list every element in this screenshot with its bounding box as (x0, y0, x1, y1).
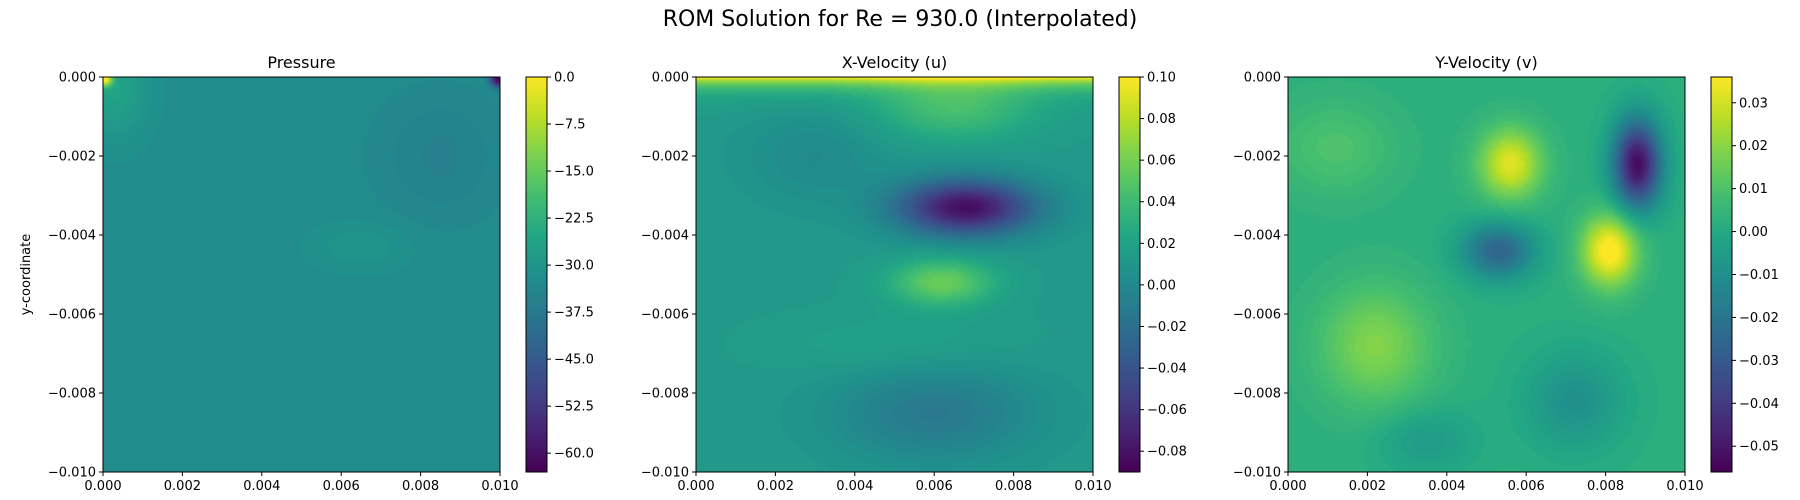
y-tick-label-1-5: −0.010 (641, 466, 689, 481)
panel-title-1: X-Velocity (u) (842, 53, 947, 72)
colorbar-tick-label-2-5: −0.02 (1739, 311, 1779, 326)
colorbar-tick-label-2-1: 0.02 (1739, 139, 1768, 154)
axes-frame-2 (1287, 76, 1686, 473)
heatmap-field-2 (1288, 77, 1685, 472)
x-tick-label-0-3: 0.006 (323, 479, 360, 494)
axes-frame-1 (695, 76, 1094, 473)
colorbar-tick-label-1-8: −0.06 (1147, 403, 1187, 418)
colorbar-tick-label-2-8: −0.05 (1739, 440, 1779, 455)
panel-title-2: Y-Velocity (v) (1434, 53, 1538, 72)
x-tick-label-2-4: 0.008 (1587, 479, 1624, 494)
y-tick-label-0-0: 0.000 (59, 71, 96, 86)
colorbar-tick-label-0-3: −22.5 (554, 212, 594, 227)
x-tick-label-2-2: 0.004 (1428, 479, 1465, 494)
y-tick-label-2-5: −0.010 (1233, 466, 1281, 481)
colorbar-gradient-0 (526, 77, 547, 472)
figure-title: ROM Solution for Re = 930.0 (Interpolate… (663, 7, 1138, 32)
x-tick-label-0-4: 0.008 (402, 479, 439, 494)
y-tick-label-2-4: −0.008 (1233, 387, 1281, 402)
colorbar-tick-label-0-6: −45.0 (554, 353, 594, 368)
y-tick-label-1-3: −0.006 (641, 308, 689, 323)
colorbar-gradient-2 (1711, 77, 1732, 472)
colorbar-tick-label-0-2: −15.0 (554, 165, 594, 180)
colorbar-tick-label-0-0: 0.0 (554, 71, 575, 86)
x-tick-label-1-4: 0.008 (995, 479, 1032, 494)
colorbar-gradient-1 (1119, 77, 1140, 472)
colorbar-tick-label-1-5: 0.00 (1147, 278, 1176, 293)
colorbar-tick-label-1-2: 0.06 (1147, 154, 1176, 169)
heatmap-field-1 (696, 77, 1093, 472)
heatmap-field-0 (103, 77, 500, 472)
y-tick-label-2-3: −0.006 (1233, 308, 1281, 323)
colorbar-tick-label-2-4: −0.01 (1739, 268, 1779, 283)
y-tick-label-2-1: −0.002 (1233, 150, 1281, 165)
colorbar-tick-label-2-2: 0.01 (1739, 182, 1768, 197)
x-tick-label-2-3: 0.006 (1508, 479, 1545, 494)
x-tick-label-1-3: 0.006 (916, 479, 953, 494)
panels: 0.000 0.002 0.004 0.006 0.008 0.010 0.000 −0.00… (19, 53, 1779, 494)
x-tick-label-0-2: 0.004 (243, 479, 280, 494)
colorbar-frame-0 (525, 76, 548, 473)
x-tick-label-2-0: 0.000 (1269, 479, 1306, 494)
axes-frame-0 (102, 76, 501, 473)
y-tick-label-0-1: −0.002 (48, 150, 96, 165)
x-tick-label-1-1: 0.002 (757, 479, 794, 494)
x-tick-label-2-5: 0.010 (1666, 479, 1703, 494)
colorbar-tick-label-2-7: −0.04 (1739, 397, 1779, 412)
y-tick-label-0-3: −0.006 (48, 308, 96, 323)
y-axis-label-0: y-coordinate (19, 234, 34, 316)
y-tick-label-1-0: 0.000 (652, 71, 689, 86)
colorbar-tick-label-1-3: 0.04 (1147, 195, 1176, 210)
colorbar-tick-label-0-4: −30.0 (554, 259, 594, 274)
panel-title-0: Pressure (267, 53, 335, 72)
x-tick-label-2-1: 0.002 (1349, 479, 1386, 494)
colorbar-tick-label-1-0: 0.10 (1147, 71, 1176, 86)
y-tick-label-0-4: −0.008 (48, 387, 96, 402)
x-tick-label-1-0: 0.000 (677, 479, 714, 494)
y-tick-label-1-2: −0.004 (641, 229, 689, 244)
colorbar-frame-1 (1118, 76, 1141, 473)
colorbar-tick-label-0-7: −52.5 (554, 400, 594, 415)
colorbar-tick-label-0-5: −37.5 (554, 306, 594, 321)
colorbar-tick-label-0-8: −60.0 (554, 447, 594, 462)
y-tick-label-2-0: 0.000 (1244, 71, 1281, 86)
colorbar-tick-label-1-6: −0.02 (1147, 320, 1187, 335)
y-tick-label-1-4: −0.008 (641, 387, 689, 402)
y-tick-label-1-1: −0.002 (641, 150, 689, 165)
x-tick-label-0-0: 0.000 (84, 479, 121, 494)
x-tick-label-1-2: 0.004 (836, 479, 873, 494)
colorbar-tick-label-2-6: −0.03 (1739, 354, 1779, 369)
y-tick-label-2-2: −0.004 (1233, 229, 1281, 244)
colorbar-tick-label-1-1: 0.08 (1147, 112, 1176, 127)
y-tick-label-0-2: −0.004 (48, 229, 96, 244)
x-tick-label-0-5: 0.010 (481, 479, 518, 494)
colorbar-tick-label-1-4: 0.02 (1147, 237, 1176, 252)
colorbar-tick-label-2-3: 0.00 (1739, 225, 1768, 240)
y-tick-label-0-5: −0.010 (48, 466, 96, 481)
x-tick-label-0-1: 0.002 (164, 479, 201, 494)
colorbar-tick-label-1-7: −0.04 (1147, 362, 1187, 377)
x-tick-label-1-5: 0.010 (1074, 479, 1111, 494)
colorbar-tick-label-0-1: −7.5 (554, 118, 586, 133)
colorbar-tick-label-2-0: 0.03 (1739, 96, 1768, 111)
colorbar-tick-label-1-9: −0.08 (1147, 445, 1187, 460)
